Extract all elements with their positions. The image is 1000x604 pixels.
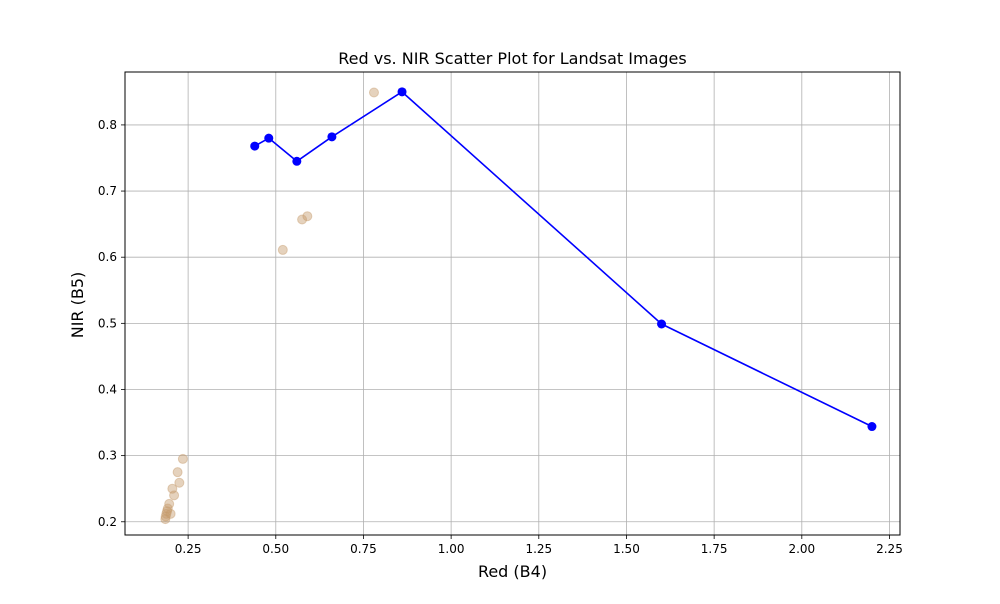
series-1-point [657, 319, 667, 329]
series-0-point [174, 477, 185, 488]
y-axis-label: NIR (B5) [68, 272, 87, 339]
grid-lines [125, 72, 900, 535]
y-tick-label: 0.6 [98, 250, 117, 264]
series-0-point [160, 511, 171, 522]
series-0-point [177, 453, 188, 464]
y-tick-label: 0.5 [98, 316, 117, 330]
x-tick-label: 2.25 [876, 542, 903, 556]
series-0-point [161, 508, 172, 519]
y-axis-ticks: 0.2 0.3 0.4 0.5 0.6 0.7 0.8 [98, 118, 125, 529]
series-0-point [277, 244, 288, 255]
series-0-point [162, 503, 173, 514]
x-tick-label: 1.00 [438, 542, 465, 556]
x-tick-label: 1.50 [613, 542, 640, 556]
series-0-point [172, 467, 183, 478]
x-tick-label: 1.25 [525, 542, 552, 556]
series-1-point [327, 132, 337, 142]
y-tick-label: 0.7 [98, 184, 117, 198]
series-0-point [368, 87, 379, 98]
series-0-point [160, 514, 171, 525]
series-1-point [867, 422, 877, 432]
series-0-point [297, 214, 308, 225]
x-tick-label: 0.75 [350, 542, 377, 556]
y-tick-label: 0.3 [98, 449, 117, 463]
x-tick-label: 0.50 [262, 542, 289, 556]
series-1-point [264, 133, 274, 143]
series-0-point [167, 483, 178, 494]
x-axis-ticks: 0.25 0.50 0.75 1.00 1.25 1.50 1.75 2.00 2.25 [175, 535, 903, 556]
chart-title: Red vs. NIR Scatter Plot for Landsat Ima… [338, 49, 686, 68]
series-0-point [165, 508, 176, 519]
x-tick-label: 2.00 [788, 542, 815, 556]
data-series [160, 87, 877, 525]
y-tick-label: 0.4 [98, 382, 117, 396]
x-tick-label: 1.75 [701, 542, 728, 556]
series-0-point [169, 490, 180, 501]
y-tick-label: 0.8 [98, 118, 117, 132]
series-0-point [302, 211, 313, 222]
x-tick-label: 0.25 [175, 542, 202, 556]
series-1-point [397, 87, 407, 97]
series-1-point [250, 141, 260, 151]
series-0-point [164, 498, 175, 509]
x-axis-label: Red (B4) [478, 562, 547, 581]
y-tick-label: 0.2 [98, 515, 117, 529]
plot-frame [124, 71, 901, 536]
series-0-point [162, 506, 173, 517]
series-1-point [292, 156, 302, 166]
